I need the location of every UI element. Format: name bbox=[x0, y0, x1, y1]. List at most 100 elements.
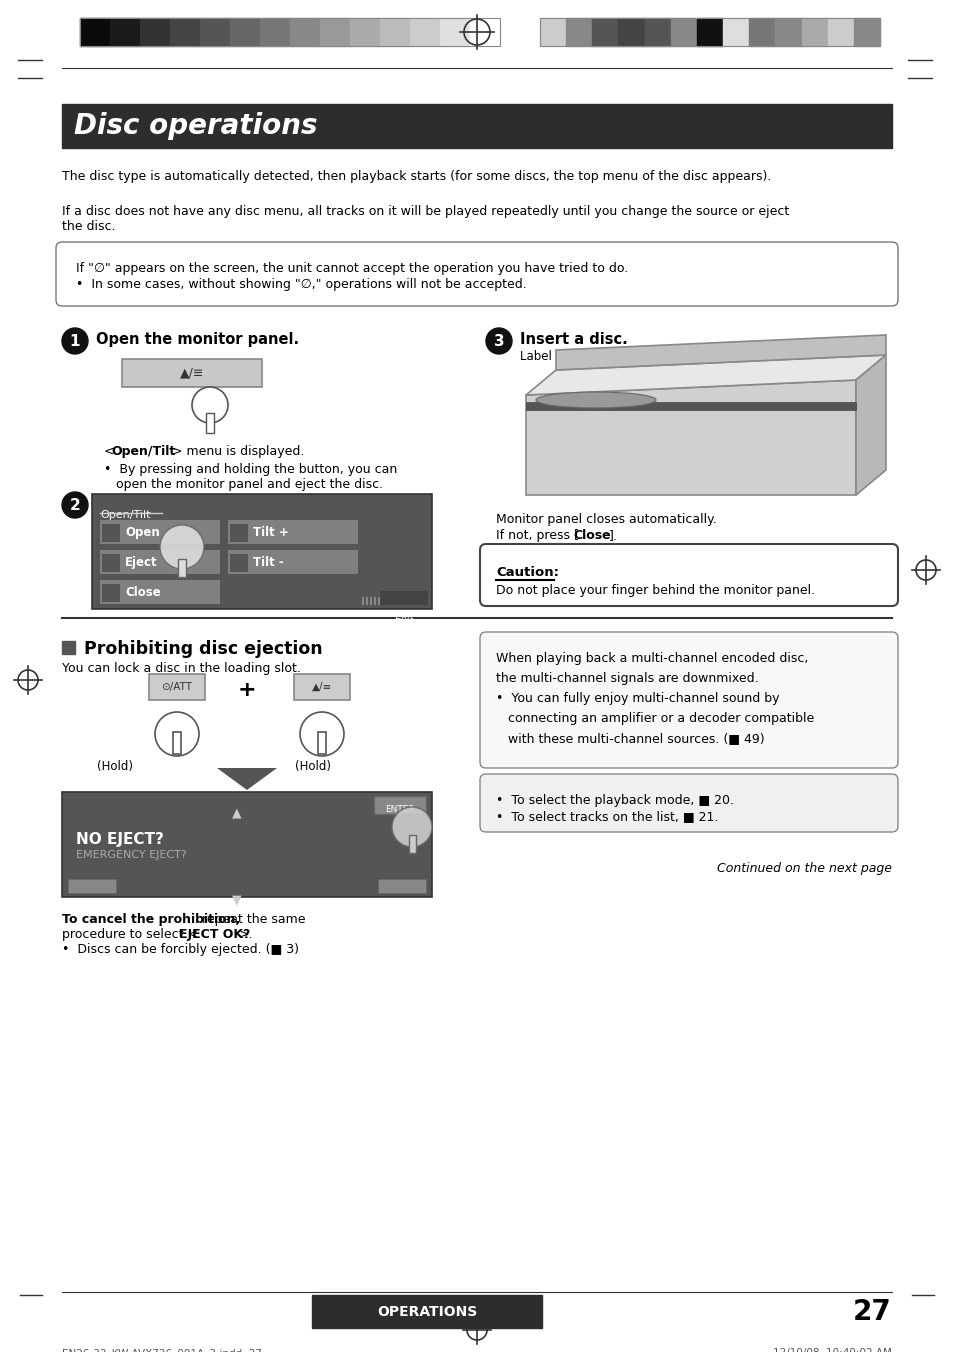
Text: If not, press [: If not, press [ bbox=[496, 529, 578, 542]
Text: Monitor panel closes automatically.: Monitor panel closes automatically. bbox=[496, 512, 716, 526]
Bar bbox=[102, 584, 120, 602]
Circle shape bbox=[160, 525, 204, 569]
Bar bbox=[618, 18, 644, 46]
Text: Open: Open bbox=[125, 526, 159, 539]
Text: Exit: Exit bbox=[393, 899, 411, 909]
Text: Back: Back bbox=[80, 899, 104, 909]
Text: Prohibiting disc ejection: Prohibiting disc ejection bbox=[84, 639, 322, 658]
Bar bbox=[172, 731, 181, 754]
Ellipse shape bbox=[536, 392, 656, 408]
Text: > menu is displayed.: > menu is displayed. bbox=[172, 445, 304, 458]
Bar bbox=[697, 18, 722, 46]
Bar bbox=[317, 731, 326, 754]
FancyBboxPatch shape bbox=[479, 544, 897, 606]
Bar bbox=[62, 792, 432, 896]
Text: repeat the same: repeat the same bbox=[198, 913, 305, 926]
Text: Eject: Eject bbox=[125, 556, 157, 569]
Bar bbox=[102, 525, 120, 542]
Bar bbox=[290, 18, 319, 46]
Bar bbox=[62, 641, 75, 654]
Text: connecting an amplifier or a decoder compatible: connecting an amplifier or a decoder com… bbox=[496, 713, 814, 725]
Text: <: < bbox=[104, 445, 114, 458]
Bar bbox=[102, 554, 120, 572]
Polygon shape bbox=[525, 356, 885, 395]
FancyBboxPatch shape bbox=[56, 242, 897, 306]
Text: The disc type is automatically detected, then playback starts (for some discs, t: The disc type is automatically detected,… bbox=[62, 170, 771, 183]
Text: (Hold): (Hold) bbox=[294, 760, 331, 773]
Text: You can lock a disc in the loading slot.: You can lock a disc in the loading slot. bbox=[62, 662, 300, 675]
Bar bbox=[670, 18, 697, 46]
Polygon shape bbox=[855, 356, 885, 495]
Text: •  To select tracks on the list, ■ 21.: • To select tracks on the list, ■ 21. bbox=[496, 810, 718, 823]
Text: the multi-channel signals are downmixed.: the multi-channel signals are downmixed. bbox=[496, 672, 758, 685]
Bar bbox=[722, 18, 748, 46]
Text: open the monitor panel and eject the disc.: open the monitor panel and eject the dis… bbox=[104, 479, 383, 491]
Text: •  Discs can be forcibly ejected. (■ 3): • Discs can be forcibly ejected. (■ 3) bbox=[62, 942, 298, 956]
Circle shape bbox=[299, 713, 344, 756]
Text: When playing back a multi-channel encoded disc,: When playing back a multi-channel encode… bbox=[496, 652, 807, 665]
Bar bbox=[374, 796, 426, 814]
Bar bbox=[80, 18, 499, 46]
Text: If a disc does not have any disc menu, all tracks on it will be played repeatedl: If a disc does not have any disc menu, a… bbox=[62, 206, 788, 218]
Bar bbox=[409, 836, 416, 853]
Bar bbox=[260, 18, 290, 46]
Text: Exit: Exit bbox=[395, 611, 413, 621]
Bar bbox=[525, 402, 855, 410]
Text: •  You can fully enjoy multi-channel sound by: • You can fully enjoy multi-channel soun… bbox=[496, 692, 779, 704]
Bar bbox=[539, 18, 879, 46]
Bar bbox=[439, 18, 470, 46]
Text: •  By pressing and holding the button, you can: • By pressing and holding the button, yo… bbox=[104, 462, 396, 476]
Text: Disc operations: Disc operations bbox=[74, 112, 317, 141]
Bar bbox=[230, 554, 248, 572]
Bar bbox=[206, 412, 213, 433]
Bar bbox=[230, 525, 248, 542]
Text: If "∅" appears on the screen, the unit cannot accept the operation you have trie: If "∅" appears on the screen, the unit c… bbox=[76, 262, 628, 274]
Bar bbox=[68, 879, 116, 894]
Bar bbox=[565, 18, 592, 46]
Text: Label side: Label side bbox=[519, 350, 579, 362]
Bar bbox=[644, 18, 670, 46]
Text: EN26-33_KW-AVX726_001A_3.indd  27: EN26-33_KW-AVX726_001A_3.indd 27 bbox=[62, 1348, 262, 1352]
Circle shape bbox=[485, 329, 512, 354]
Text: Continued on the next page: Continued on the next page bbox=[717, 863, 891, 875]
Text: •  To select the playback mode, ■ 20.: • To select the playback mode, ■ 20. bbox=[496, 794, 733, 807]
Bar bbox=[366, 598, 368, 604]
Bar bbox=[361, 598, 364, 604]
Bar bbox=[294, 675, 350, 700]
Text: with these multi-channel sources. (■ 49): with these multi-channel sources. (■ 49) bbox=[496, 731, 763, 745]
Text: ].: ]. bbox=[608, 529, 618, 542]
Bar bbox=[230, 18, 260, 46]
Bar bbox=[592, 18, 618, 46]
Bar bbox=[149, 675, 205, 700]
Text: EJECT OK?: EJECT OK? bbox=[179, 927, 250, 941]
Bar bbox=[748, 18, 775, 46]
Circle shape bbox=[62, 492, 88, 518]
Bar bbox=[350, 18, 379, 46]
Bar bbox=[377, 598, 379, 604]
Text: •  In some cases, without showing "∅," operations will not be accepted.: • In some cases, without showing "∅," op… bbox=[76, 279, 526, 291]
Text: NO EJECT?: NO EJECT? bbox=[76, 831, 164, 846]
Text: Caution:: Caution: bbox=[496, 566, 558, 579]
Bar bbox=[228, 521, 357, 544]
Text: 12/10/08  10:40:02 AM: 12/10/08 10:40:02 AM bbox=[772, 1348, 891, 1352]
FancyBboxPatch shape bbox=[479, 773, 897, 831]
Bar bbox=[200, 18, 230, 46]
Text: >.: >. bbox=[239, 927, 253, 941]
Bar bbox=[178, 558, 186, 577]
Bar bbox=[370, 598, 372, 604]
Bar bbox=[170, 18, 200, 46]
Bar bbox=[100, 550, 220, 575]
Text: 27: 27 bbox=[852, 1298, 891, 1325]
Bar bbox=[228, 550, 357, 575]
Text: 2: 2 bbox=[70, 498, 80, 512]
Bar bbox=[775, 18, 801, 46]
Text: ▲/≡: ▲/≡ bbox=[179, 366, 204, 380]
Text: Tilt +: Tilt + bbox=[253, 526, 289, 539]
Bar bbox=[122, 360, 262, 387]
Text: EMERGENCY EJECT?: EMERGENCY EJECT? bbox=[76, 850, 187, 860]
Text: +: + bbox=[237, 680, 256, 700]
Text: Close: Close bbox=[125, 585, 161, 599]
Text: Insert a disc.: Insert a disc. bbox=[519, 333, 627, 347]
Text: the disc.: the disc. bbox=[62, 220, 115, 233]
Bar bbox=[539, 18, 565, 46]
